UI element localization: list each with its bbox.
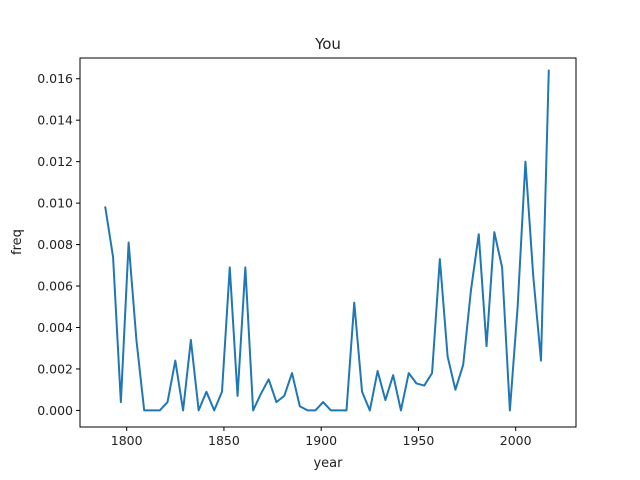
x-tick-label: 1900 bbox=[305, 433, 337, 448]
y-tick-label: 0.000 bbox=[37, 403, 73, 418]
chart-title: You bbox=[314, 35, 341, 53]
y-tick-label: 0.006 bbox=[37, 279, 73, 294]
x-tick-label: 2000 bbox=[500, 433, 532, 448]
y-tick-label: 0.004 bbox=[37, 320, 73, 335]
y-tick-label: 0.014 bbox=[37, 113, 73, 128]
y-tick-label: 0.012 bbox=[37, 154, 73, 169]
y-tick-label: 0.010 bbox=[37, 196, 73, 211]
y-axis-ticks: 0.000 0.002 0.004 0.006 0.008 0.010 0.012 0.014… bbox=[37, 71, 80, 418]
y-tick-label: 0.016 bbox=[37, 71, 73, 86]
y-axis-label: freq bbox=[10, 229, 25, 255]
x-axis-label: year bbox=[313, 456, 343, 471]
x-tick-label: 1950 bbox=[403, 433, 435, 448]
series-line-0 bbox=[104, 69, 550, 412]
plot-area bbox=[79, 57, 577, 428]
x-axis-ticks: 1800 1850 1900 1950 2000 bbox=[111, 427, 532, 448]
x-tick-label: 1850 bbox=[208, 433, 240, 448]
x-tick-label: 1800 bbox=[111, 433, 143, 448]
plot-frame bbox=[79, 57, 577, 428]
y-tick-label: 0.008 bbox=[37, 237, 73, 252]
y-tick-label: 0.002 bbox=[37, 361, 73, 376]
